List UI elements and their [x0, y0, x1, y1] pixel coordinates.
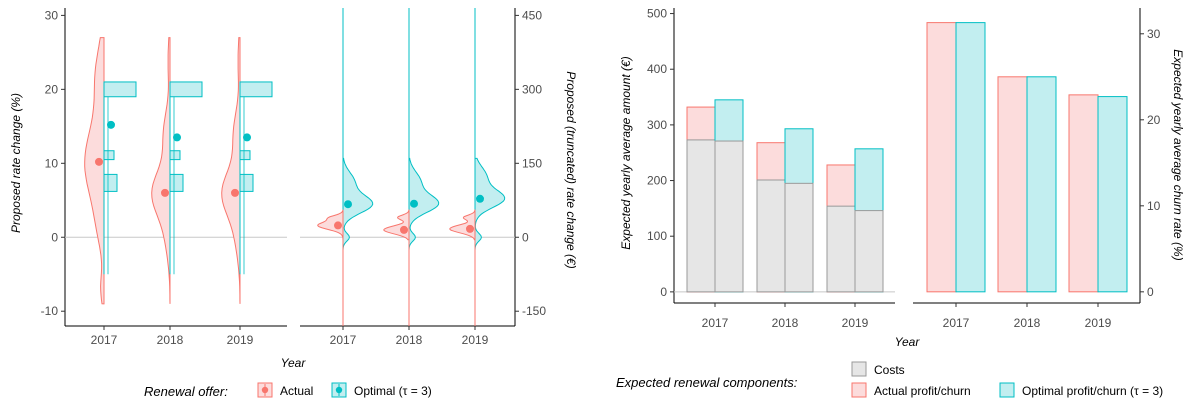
bar-costs-actual-2018	[756, 179, 786, 293]
median-optimal-2017	[344, 200, 352, 209]
right-b-x-tick-label: 2018	[1014, 316, 1041, 330]
violin-optimal-top-2017	[103, 81, 137, 98]
right-x-axis-title: Year	[895, 335, 921, 349]
legend-key-actual-profit	[851, 382, 867, 398]
median-optimal-2018	[173, 133, 181, 142]
bar-optimal-churn-2018	[1026, 76, 1057, 293]
violin-actual-2018	[383, 209, 410, 241]
median-optimal-2017	[107, 120, 115, 129]
median-actual-2019	[231, 188, 239, 197]
right-panel-amount: 0 100 200 300 400 500 2017 2018 2019	[647, 7, 895, 330]
left-y-tick-label: 30	[45, 8, 59, 22]
violin-optimal-2019	[474, 157, 506, 257]
legend-label-optimal: Optimal (τ = 3)	[354, 384, 432, 398]
left-legend-title: Renewal offer:	[144, 384, 228, 399]
median-actual-2018	[161, 188, 169, 197]
left-y2-tick-label: 0	[522, 230, 529, 244]
violin-actual-2019	[449, 209, 476, 241]
bar-actual-churn-2017	[926, 22, 957, 293]
violin-optimal-2017	[342, 157, 374, 257]
left-b-x-tick-label: 2019	[462, 333, 489, 347]
violin-optimal-low-2017	[103, 173, 118, 192]
legend-key-actual	[257, 382, 273, 398]
legend-label-optimal-profit: Optimal profit/churn (τ = 3)	[1022, 384, 1163, 398]
median-optimal-2019	[243, 133, 251, 142]
left-y2-tick-label: 150	[522, 156, 542, 170]
right-y-tick-label: 200	[647, 174, 667, 188]
legend-label-actual: Actual	[280, 384, 313, 398]
left-y-tick-label: 10	[45, 156, 59, 170]
left-legend: Renewal offer: Actual Optimal (τ = 3)	[144, 382, 432, 399]
left-y2-tick-label: -150	[522, 304, 546, 318]
left-y2-axis-title: Proposed (truncated) rate change (€)	[564, 71, 578, 268]
right-y2-tick-label: 0	[1147, 285, 1154, 299]
right-x-tick-label: 2017	[702, 316, 729, 330]
right-x-tick-label: 2019	[842, 316, 869, 330]
right-y-tick-label: 500	[647, 7, 667, 21]
right-y-tick-label: 300	[647, 118, 667, 132]
right-panel-churn: 0 10 20 30 2017 2018 2019	[913, 8, 1161, 330]
bar-costs-actual-2019	[826, 205, 856, 293]
violin-optimal-low-2019	[239, 173, 254, 192]
violin-optimal-low-2018	[169, 173, 184, 192]
median-actual-2017	[95, 157, 103, 166]
violin-optimal-top-2019	[239, 81, 273, 98]
median-optimal-2019	[476, 194, 484, 203]
violin-actual-2019	[221, 37, 241, 304]
bar-costs-optimal-2019	[854, 210, 884, 293]
legend-label-actual-profit: Actual profit/churn	[874, 384, 971, 398]
left-y2-tick-label: 300	[522, 82, 542, 96]
right-y2-axis-title: Expected yearly average churn rate (%)	[1171, 49, 1185, 260]
right-b-x-tick-label: 2019	[1085, 316, 1112, 330]
violin-optimal-mid-2018	[169, 150, 181, 161]
legend-key-costs	[851, 361, 867, 377]
left-y-axis-title: Proposed rate change (%)	[9, 93, 23, 233]
left-x-tick-label: 2019	[227, 333, 254, 347]
right-y2-tick-label: 30	[1147, 27, 1161, 41]
left-panel-euro: -150 0 150 300 450 2017 2018 2019	[300, 8, 546, 347]
bar-costs-optimal-2018	[784, 182, 814, 293]
violin-actual-2017	[84, 37, 105, 305]
violin-optimal-mid-2017	[103, 150, 115, 161]
right-y2-tick-label: 10	[1147, 199, 1161, 213]
right-legend-title: Expected renewal components:	[616, 375, 798, 390]
right-b-x-tick-label: 2017	[943, 316, 970, 330]
right-legend: Expected renewal components: Costs Actua…	[616, 361, 1163, 398]
right-y2-tick-label: 20	[1147, 113, 1161, 127]
median-actual-2018	[400, 225, 408, 234]
left-x-axis-title: Year	[281, 356, 307, 370]
violin-optimal-top-2018	[169, 81, 203, 98]
legend-key-optimal-profit	[999, 382, 1015, 398]
left-y-tick-label: -10	[41, 304, 59, 318]
left-x-tick-label: 2018	[157, 333, 184, 347]
violin-optimal-mid-2019	[239, 150, 251, 161]
bar-optimal-churn-2019	[1097, 96, 1128, 293]
left-y2-tick-label: 450	[522, 8, 542, 22]
legend-key-optimal	[331, 382, 347, 398]
violin-actual-2017	[317, 209, 344, 240]
left-x-tick-label: 2017	[91, 333, 118, 347]
median-actual-2017	[334, 221, 342, 230]
right-y-axis-title: Expected yearly average amount (€)	[619, 56, 633, 249]
left-y-tick-label: 20	[45, 82, 59, 96]
violin-actual-2018	[151, 37, 171, 304]
bar-costs-optimal-2017	[714, 140, 744, 293]
bar-costs-actual-2017	[686, 139, 716, 293]
median-optimal-2018	[410, 199, 418, 208]
left-b-x-tick-label: 2018	[396, 333, 423, 347]
right-x-tick-label: 2018	[772, 316, 799, 330]
bar-actual-churn-2019	[1068, 94, 1099, 293]
left-y-tick-label: 0	[51, 230, 58, 244]
right-y-tick-label: 0	[660, 285, 667, 299]
right-y-tick-label: 400	[647, 62, 667, 76]
right-y-tick-label: 100	[647, 229, 667, 243]
left-b-x-tick-label: 2017	[330, 333, 357, 347]
bar-actual-churn-2018	[997, 76, 1028, 293]
bar-optimal-churn-2017	[955, 22, 986, 293]
median-actual-2019	[466, 224, 474, 233]
legend-label-costs: Costs	[874, 363, 905, 377]
left-panel-percent: -10 0 10 20 30 2017 2018 2019	[41, 8, 287, 347]
violin-optimal-2018	[408, 157, 440, 257]
